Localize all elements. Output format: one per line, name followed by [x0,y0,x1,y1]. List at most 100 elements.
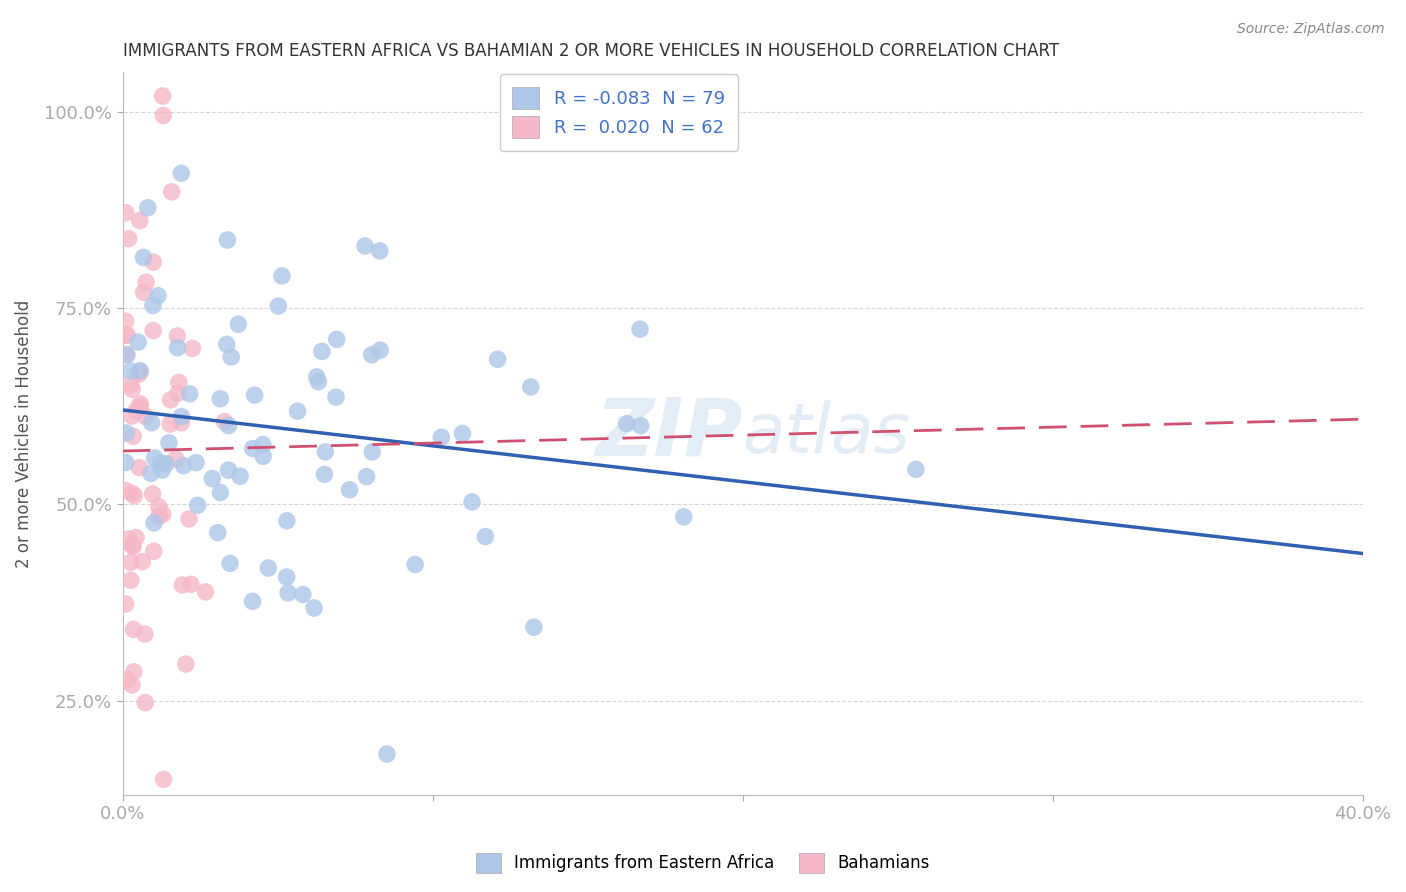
Point [157,435,180,450]
Point [404,558,426,572]
Point [291,588,314,602]
Point [361,445,384,459]
Point [267,299,290,313]
Point [124,489,146,503]
Point [252,450,274,464]
Point [218,463,240,477]
Point [159,417,181,431]
Point [129,363,152,377]
Point [180,577,202,591]
Point [179,387,201,401]
Point [135,409,157,424]
Point [128,460,150,475]
Point [118,232,141,246]
Point [209,392,232,406]
Point [139,467,162,481]
Point [325,332,347,346]
Point [170,416,193,430]
Point [219,557,242,571]
Point [114,455,136,469]
Point [314,467,336,482]
Y-axis label: 2 or more Vehicles in Household: 2 or more Vehicles in Household [15,300,32,568]
Point [339,483,361,497]
Point [143,516,166,530]
Point [616,417,638,431]
Point [302,601,325,615]
Point [172,578,194,592]
Point [375,747,398,761]
Point [121,538,143,552]
Point [132,251,155,265]
Point [218,418,240,433]
Point [129,397,152,411]
Point [194,585,217,599]
Point [129,365,152,379]
Point [215,337,238,351]
Point [354,239,377,253]
Point [630,418,652,433]
Point [243,388,266,402]
Point [122,665,145,679]
Point [142,487,165,501]
Point [117,328,139,343]
Point [117,673,139,687]
Point [152,89,174,103]
Point [628,322,651,336]
Point [167,386,190,401]
Point [115,348,138,362]
Point [115,426,138,441]
Point [166,329,188,343]
Point [148,509,170,524]
Point [117,532,139,546]
Point [305,370,328,384]
Point [219,350,242,364]
Point [486,352,509,367]
Point [155,457,177,471]
Point [125,403,148,417]
Point [252,437,274,451]
Point [122,623,145,637]
Point [904,462,927,476]
Point [142,255,165,269]
Point [136,201,159,215]
Point [167,376,190,390]
Point [287,404,309,418]
Point [120,574,142,588]
Point [184,456,207,470]
Point [228,317,250,331]
Point [209,485,232,500]
Point [120,364,142,378]
Point [271,268,294,283]
Legend: R = -0.083  N = 79, R =  0.020  N = 62: R = -0.083 N = 79, R = 0.020 N = 62 [499,74,738,151]
Point [142,544,165,558]
Point [242,442,264,456]
Point [114,483,136,498]
Point [207,525,229,540]
Point [461,495,484,509]
Point [166,341,188,355]
Text: atlas: atlas [742,401,911,467]
Point [276,570,298,584]
Point [229,469,252,483]
Point [134,696,156,710]
Point [114,205,136,219]
Point [277,586,299,600]
Point [121,678,143,692]
Point [114,597,136,611]
Point [121,486,143,500]
Point [150,463,173,477]
Point [141,416,163,430]
Point [114,314,136,328]
Point [257,561,280,575]
Point [201,472,224,486]
Point [314,445,336,459]
Point [142,299,165,313]
Point [152,508,174,522]
Point [121,409,143,423]
Point [152,108,174,122]
Text: ZIP: ZIP [595,395,742,473]
Point [181,342,204,356]
Point [143,450,166,465]
Point [672,509,695,524]
Text: IMMIGRANTS FROM EASTERN AFRICA VS BAHAMIAN 2 OR MORE VEHICLES IN HOUSEHOLD CORRE: IMMIGRANTS FROM EASTERN AFRICA VS BAHAMI… [122,42,1059,60]
